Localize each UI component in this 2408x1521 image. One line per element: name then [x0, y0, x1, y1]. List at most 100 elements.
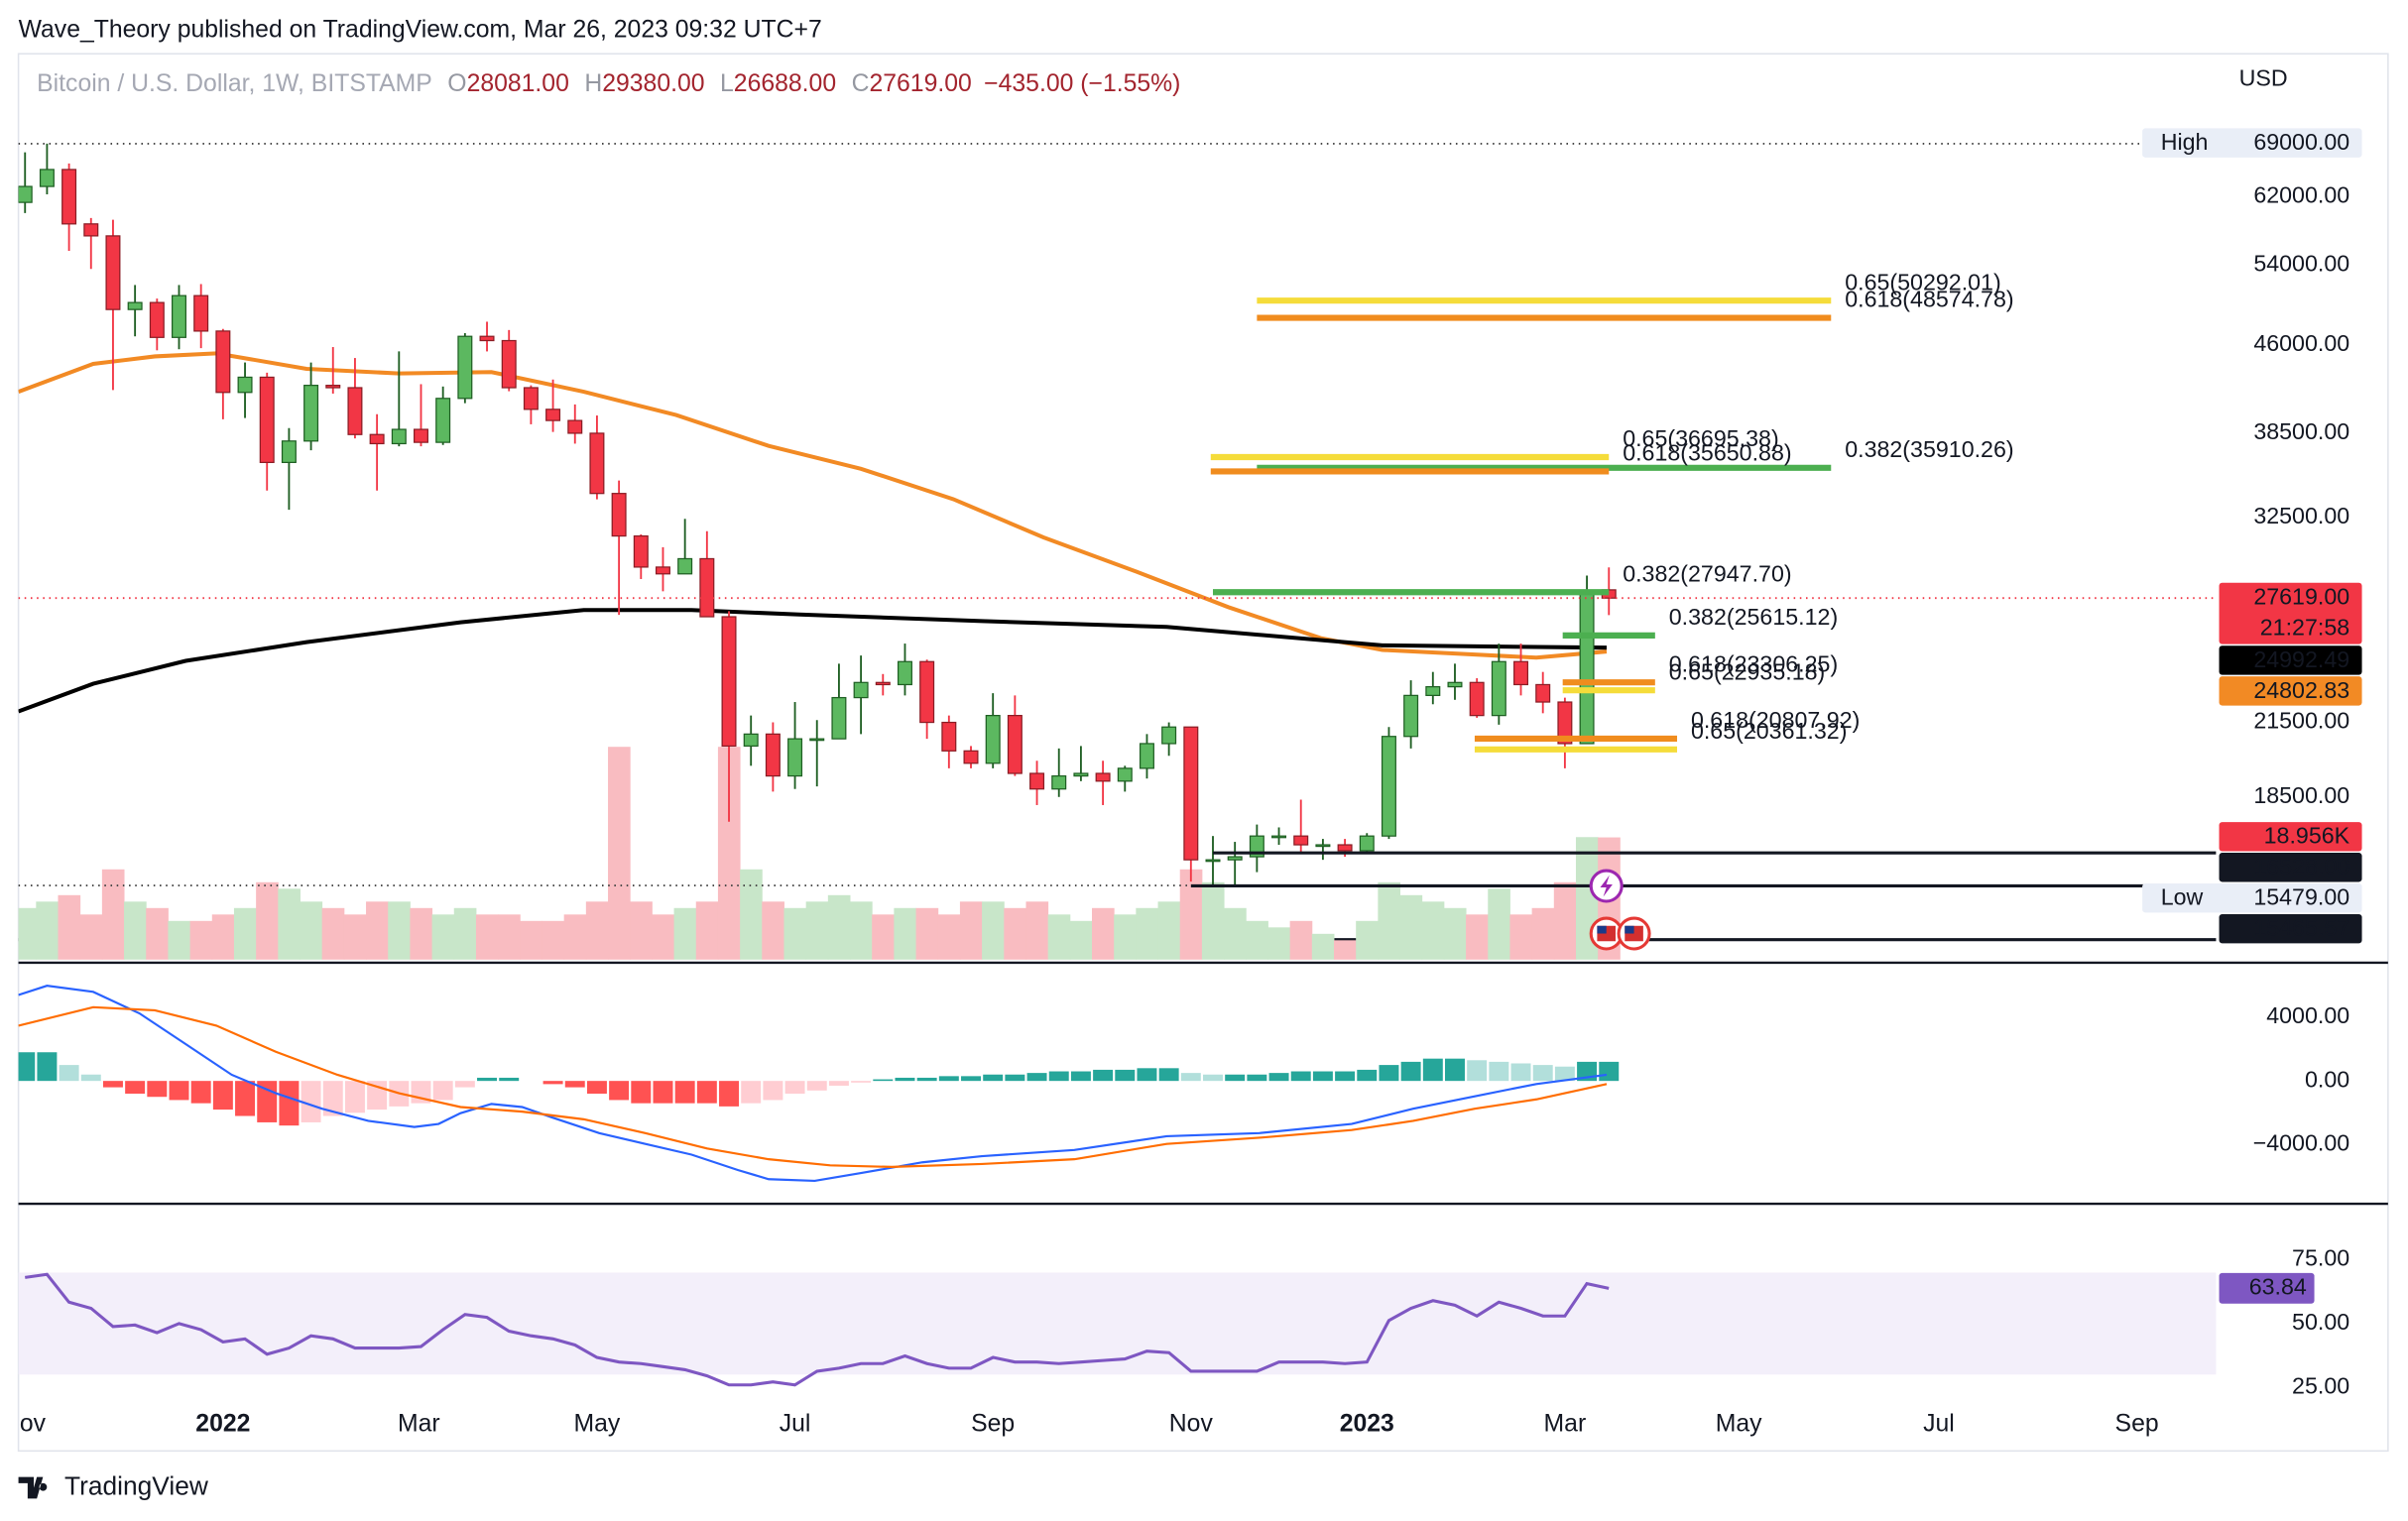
- histogram-bar: [454, 1081, 475, 1088]
- candle-body: [1425, 686, 1441, 696]
- y-tick-label: 32500.00: [2253, 503, 2349, 528]
- x-tick-label: Mar: [1544, 1411, 1587, 1438]
- volume-bar: [1092, 907, 1115, 960]
- histogram-bar: [653, 1081, 673, 1104]
- fib-label: 0.618(35650.88): [1623, 440, 1791, 466]
- candle-body: [391, 428, 407, 445]
- candle-body: [39, 169, 55, 187]
- axes: USD 62000.00 54000.00 46000.00 38500.00 32500…: [20, 65, 2362, 1438]
- histogram-bar: [1093, 1069, 1114, 1082]
- volume-bar: [717, 747, 741, 960]
- histogram-bar: [499, 1077, 520, 1082]
- volume-bar: [366, 901, 389, 960]
- volume-bar: [431, 914, 455, 960]
- fib-label: 0.382(27947.70): [1623, 560, 1791, 586]
- histogram-bar: [564, 1081, 585, 1088]
- price-label-box: [2142, 128, 2362, 158]
- histogram-bar: [37, 1052, 58, 1082]
- price-label-name: High: [2161, 129, 2209, 155]
- volume-bar: [101, 869, 125, 960]
- volume-bar: [146, 907, 169, 960]
- histogram-bar: [873, 1079, 894, 1082]
- volume-bar: [695, 901, 719, 960]
- histogram-bar: [1554, 1066, 1575, 1082]
- flag: [1597, 925, 1607, 934]
- volume-bar: [805, 901, 829, 960]
- candle-body: [457, 335, 473, 400]
- volume-bar: [937, 914, 961, 960]
- histogram-bar: [279, 1081, 300, 1126]
- candle-body: [1095, 772, 1111, 782]
- brand-name: TradingView: [64, 1470, 209, 1500]
- histogram-bar: [344, 1081, 365, 1113]
- x-tick-label: 2022: [195, 1411, 250, 1438]
- histogram-bar: [190, 1081, 211, 1104]
- currency: USD: [2239, 65, 2288, 91]
- price-label: 15465.57: [2253, 915, 2349, 941]
- candle-body: [633, 534, 649, 568]
- volume-bar: [1157, 901, 1181, 960]
- volume-bar: [18, 907, 37, 960]
- candle-body: [941, 721, 957, 752]
- legend-key: H: [584, 70, 602, 97]
- histogram-bar: [432, 1081, 453, 1101]
- histogram-bar: [1115, 1069, 1136, 1082]
- y-tick-label: −4000.00: [2253, 1130, 2350, 1156]
- volume-bar: [1289, 920, 1313, 960]
- y-tick-label: 75.00: [2292, 1245, 2349, 1271]
- histogram-bar: [1532, 1065, 1553, 1082]
- histogram-bar: [719, 1081, 740, 1107]
- histogram-bar: [169, 1081, 189, 1101]
- fib-label: 0.618(23306.25): [1669, 650, 1838, 676]
- histogram-bar: [102, 1081, 123, 1088]
- volume-bar: [1488, 888, 1510, 960]
- volume-bar: [1246, 920, 1268, 960]
- histogram-bar: [938, 1076, 959, 1082]
- volume-bar: [542, 920, 565, 960]
- candle-body: [1227, 856, 1243, 861]
- x-tick-label: 2023: [1340, 1411, 1394, 1438]
- volume-bar: [1356, 920, 1379, 960]
- candle-body: [1139, 743, 1154, 769]
- candle-body: [1161, 726, 1177, 745]
- candle-body: [677, 557, 693, 575]
- candle-body: [259, 376, 275, 464]
- x-tick-label: Jul: [1923, 1411, 1955, 1438]
- legend-key: O: [447, 70, 466, 97]
- legend-value: 29380.00: [602, 70, 704, 97]
- rsi-band: [18, 1272, 2217, 1375]
- volume-bar: [410, 907, 433, 960]
- macd-pane: [18, 985, 1620, 1183]
- volume-bar: [827, 894, 851, 960]
- candle-body: [655, 566, 670, 575]
- candle-body: [589, 432, 605, 495]
- candle-body: [303, 385, 319, 442]
- histogram-bar: [916, 1077, 937, 1082]
- candle-body: [1293, 835, 1309, 846]
- histogram-bar: [806, 1081, 827, 1091]
- y-tick-label: 50.00: [2292, 1309, 2349, 1335]
- histogram-bar: [1048, 1071, 1069, 1082]
- candle-body: [281, 440, 297, 464]
- histogram-bar: [477, 1077, 498, 1082]
- volume-bar: [1201, 881, 1225, 960]
- price-label: 24802.83: [2253, 677, 2349, 703]
- histogram-bar: [1599, 1061, 1620, 1082]
- candle-body: [193, 294, 209, 332]
- fib-label: 0.382(35910.26): [1845, 436, 2013, 462]
- histogram-bar: [1137, 1068, 1157, 1082]
- volume-bar: [498, 914, 521, 960]
- y-tick-label: 54000.00: [2253, 251, 2349, 277]
- candle-body: [985, 715, 1001, 764]
- histogram-bar: [674, 1081, 695, 1104]
- histogram-bar: [1158, 1068, 1179, 1082]
- histogram-bar: [1467, 1060, 1488, 1082]
- legend-key: L: [720, 70, 734, 97]
- candle-body: [1469, 681, 1485, 717]
- y-tick-label: 38500.00: [2253, 418, 2349, 444]
- candle-body: [1557, 701, 1573, 745]
- y-tick-label: 0.00: [2305, 1066, 2349, 1092]
- fib-label: 0.65(36695.38): [1623, 425, 1779, 451]
- volume-bar: [189, 920, 213, 960]
